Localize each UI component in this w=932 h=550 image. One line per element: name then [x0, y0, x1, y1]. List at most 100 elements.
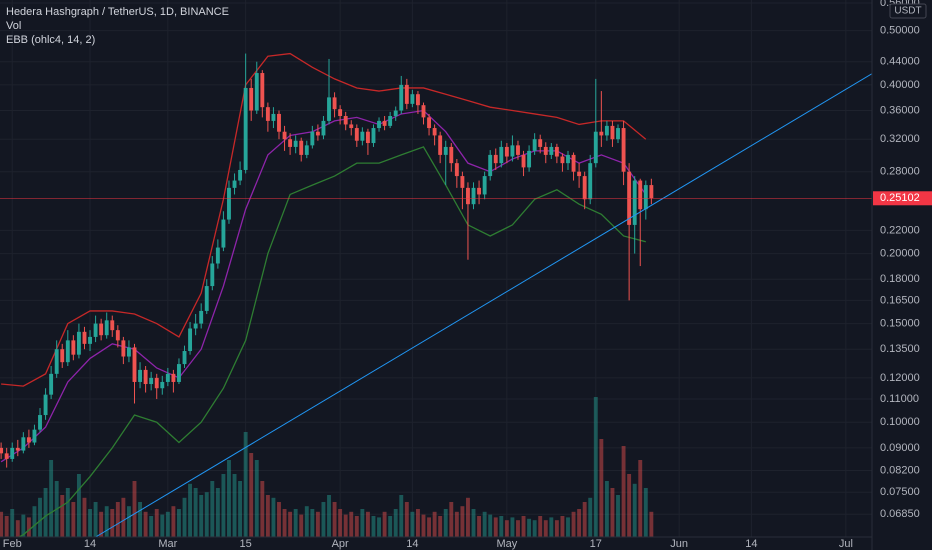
currency-box — [889, 3, 927, 19]
volume-bar — [254, 460, 259, 537]
candle-body — [215, 247, 220, 264]
candle-body — [132, 347, 137, 382]
y-tick-label: 0.36000 — [880, 104, 920, 116]
volume-bar — [482, 511, 487, 537]
candle-body — [549, 146, 554, 155]
y-tick-label: 0.10000 — [880, 416, 920, 428]
volume-bar — [354, 516, 359, 537]
candle-body — [10, 447, 15, 459]
volume-bar — [454, 511, 459, 537]
volume-bar — [399, 495, 404, 537]
candle-body — [577, 171, 582, 177]
candle-body — [604, 125, 609, 136]
candle-body — [71, 340, 76, 355]
volume-bar — [338, 509, 343, 537]
y-tick-label: 0.09000 — [880, 442, 920, 454]
candle-body — [321, 120, 326, 136]
candle-body — [104, 320, 109, 336]
volume-bar — [616, 495, 620, 537]
volume-bar — [10, 509, 15, 537]
volume-bar — [215, 488, 220, 537]
volume-bar — [260, 481, 265, 537]
volume-bar — [110, 509, 115, 537]
volume-bar — [277, 502, 281, 537]
candle-body — [393, 110, 398, 117]
volume-bar — [88, 509, 92, 537]
candle-body — [182, 351, 187, 365]
y-tick-label: 0.50000 — [880, 25, 920, 37]
plot-area — [0, 52, 872, 537]
candle-body — [582, 176, 587, 200]
candle-body — [82, 331, 87, 344]
volume-bar — [232, 474, 237, 537]
y-tick-label: 0.18000 — [880, 273, 920, 285]
candle-body — [277, 113, 281, 132]
volume-bar — [299, 514, 304, 537]
volume-bar — [182, 497, 187, 537]
volume-bar — [4, 516, 9, 537]
volume-bar — [582, 502, 587, 537]
candle-body — [249, 87, 254, 111]
volume-bar — [449, 502, 454, 537]
volume-bar — [343, 514, 348, 537]
y-tick-label: 0.06850 — [880, 508, 920, 520]
candle-body — [404, 84, 409, 104]
chart-title: Hedera Hashgraph / TetherUS, 1D, BINANCE — [6, 6, 229, 18]
candle-body — [126, 347, 131, 357]
candle-body — [399, 84, 404, 111]
candle-body — [193, 323, 198, 329]
volume-bar — [71, 502, 76, 537]
volume-bar — [371, 516, 376, 537]
volume-bar — [593, 397, 598, 537]
y-tick-label: 0.28000 — [880, 166, 920, 178]
candle-body — [438, 135, 443, 155]
volume-bar — [643, 488, 648, 537]
candle-body — [327, 97, 331, 121]
candle-body — [138, 369, 142, 382]
candle-body — [115, 330, 120, 341]
candle-body — [293, 140, 298, 147]
volume-bar — [249, 453, 254, 537]
candle-body — [265, 107, 270, 121]
volume-bar — [415, 509, 420, 537]
y-tick-label: 0.32000 — [880, 133, 920, 145]
candle-body — [466, 187, 470, 205]
volume-bar — [104, 506, 109, 537]
x-tick-label: Mar — [158, 538, 177, 550]
y-tick-label: 0.20000 — [880, 247, 920, 259]
volume-label: Vol — [6, 20, 21, 32]
x-tick-label: 14 — [406, 538, 418, 550]
candle-body — [227, 187, 231, 220]
x-tick-label: 14 — [745, 538, 757, 550]
candle-body — [88, 336, 92, 344]
candle-body — [421, 105, 426, 118]
candle-body — [510, 145, 515, 157]
candle-body — [4, 453, 9, 459]
volume-bar — [504, 520, 509, 537]
candle-body — [221, 219, 226, 248]
x-tick-label: May — [496, 538, 517, 550]
volume-bar — [321, 502, 326, 537]
candle-body — [454, 163, 459, 177]
candle-body — [560, 156, 565, 164]
volume-bar — [154, 509, 159, 537]
candle-body — [415, 94, 420, 106]
volume-bar — [532, 520, 537, 537]
volume-bar — [160, 514, 165, 537]
volume-bar — [0, 511, 4, 537]
candle-body — [188, 328, 193, 352]
volume-bar — [388, 516, 393, 537]
candle-body — [254, 73, 259, 111]
y-tick-label: 0.07500 — [880, 486, 920, 498]
candle-body — [149, 377, 154, 385]
candle-body — [488, 154, 493, 177]
candle-body — [638, 180, 643, 210]
volume-bar — [271, 497, 276, 537]
candle-body — [238, 169, 243, 181]
y-tick-label: 0.22000 — [880, 224, 920, 236]
candle-body — [482, 176, 487, 195]
volume-bar — [76, 474, 81, 537]
volume-bar — [304, 506, 309, 537]
candle-body — [610, 125, 615, 140]
volume-bar — [365, 511, 370, 537]
